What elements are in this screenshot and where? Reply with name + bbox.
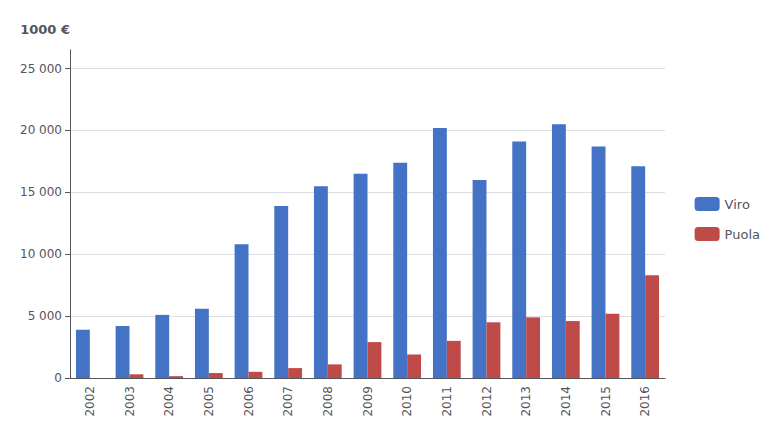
svg-text:10 000: 10 000: [20, 247, 62, 261]
svg-text:5 000: 5 000: [28, 309, 62, 323]
svg-text:2016: 2016: [638, 386, 652, 417]
svg-text:2009: 2009: [361, 386, 375, 417]
svg-text:2002: 2002: [83, 386, 97, 417]
svg-text:2015: 2015: [599, 386, 613, 417]
svg-text:0: 0: [54, 371, 62, 385]
svg-text:2005: 2005: [202, 386, 216, 417]
svg-text:25 000: 25 000: [20, 62, 62, 76]
svg-text:15 000: 15 000: [20, 185, 62, 199]
svg-text:2003: 2003: [123, 386, 137, 417]
svg-text:Puola: Puola: [725, 227, 760, 242]
svg-text:1000 €: 1000 €: [20, 22, 70, 37]
svg-text:2013: 2013: [519, 386, 533, 417]
svg-text:2007: 2007: [281, 386, 295, 417]
svg-text:20 000: 20 000: [20, 123, 62, 137]
svg-text:2011: 2011: [440, 386, 454, 417]
svg-text:2010: 2010: [400, 386, 414, 417]
svg-text:2004: 2004: [162, 386, 176, 417]
svg-text:Viro: Viro: [725, 197, 750, 212]
svg-text:2014: 2014: [559, 386, 573, 417]
svg-text:2012: 2012: [480, 386, 494, 417]
svg-text:2006: 2006: [242, 386, 256, 417]
svg-text:2008: 2008: [321, 386, 335, 417]
